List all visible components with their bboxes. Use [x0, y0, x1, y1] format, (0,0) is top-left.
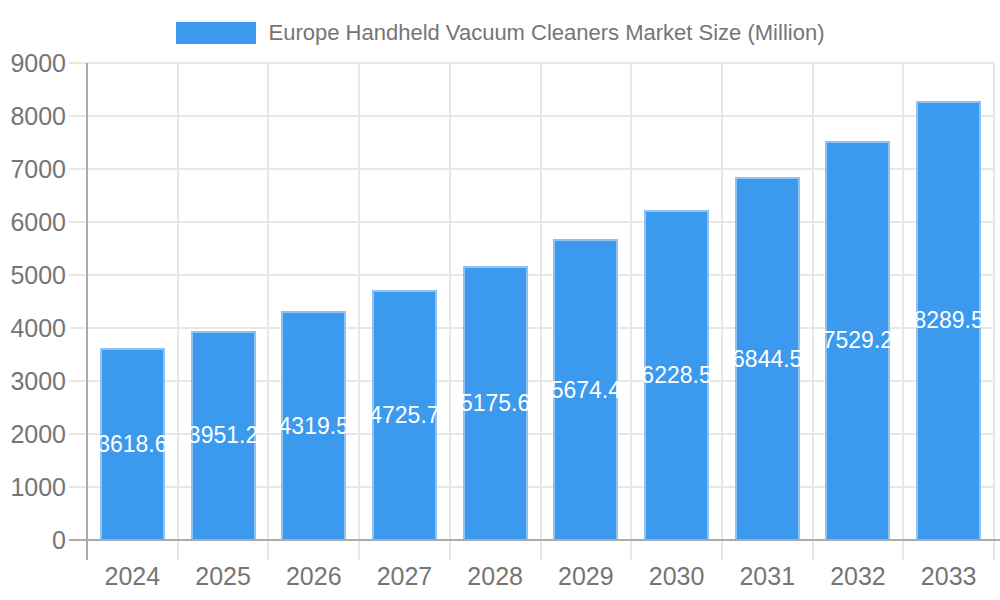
x-gridline: [449, 63, 451, 560]
bar[interactable]: [463, 266, 528, 540]
bar[interactable]: [281, 311, 346, 540]
x-gridline: [630, 63, 632, 560]
x-gridline: [358, 63, 360, 560]
legend-item[interactable]: Europe Handheld Vacuum Cleaners Market S…: [0, 20, 1000, 46]
x-gridline: [540, 63, 542, 560]
x-gridline: [177, 63, 179, 560]
bar[interactable]: [735, 177, 800, 540]
legend-label: Europe Handheld Vacuum Cleaners Market S…: [269, 20, 825, 46]
bar[interactable]: [100, 348, 165, 540]
legend-swatch-icon: [176, 22, 256, 44]
y-tick-label: 5000: [6, 262, 66, 288]
bar[interactable]: [553, 239, 618, 540]
x-tick-label: 2033: [894, 563, 1000, 589]
y-tick-label: 6000: [6, 209, 66, 235]
x-gridline: [267, 63, 269, 560]
bar-chart: Europe Handheld Vacuum Cleaners Market S…: [0, 0, 1000, 600]
x-axis-line: [69, 539, 1000, 541]
y-tick-label: 0: [6, 527, 66, 553]
y-tick-label: 7000: [6, 156, 66, 182]
y-axis-line: [86, 63, 88, 560]
y-gridline: [69, 115, 994, 117]
y-tick-label: 9000: [6, 50, 66, 76]
x-gridline: [812, 63, 814, 560]
x-gridline: [721, 63, 723, 560]
bar[interactable]: [825, 141, 890, 540]
y-gridline: [69, 62, 994, 64]
bar[interactable]: [372, 290, 437, 540]
y-tick-label: 8000: [6, 103, 66, 129]
y-tick-label: 2000: [6, 421, 66, 447]
bar[interactable]: [191, 331, 256, 540]
bar[interactable]: [916, 101, 981, 540]
x-gridline: [993, 63, 995, 560]
x-gridline: [902, 63, 904, 560]
y-tick-label: 4000: [6, 315, 66, 341]
y-tick-label: 1000: [6, 474, 66, 500]
y-tick-label: 3000: [6, 368, 66, 394]
bar[interactable]: [644, 210, 709, 540]
